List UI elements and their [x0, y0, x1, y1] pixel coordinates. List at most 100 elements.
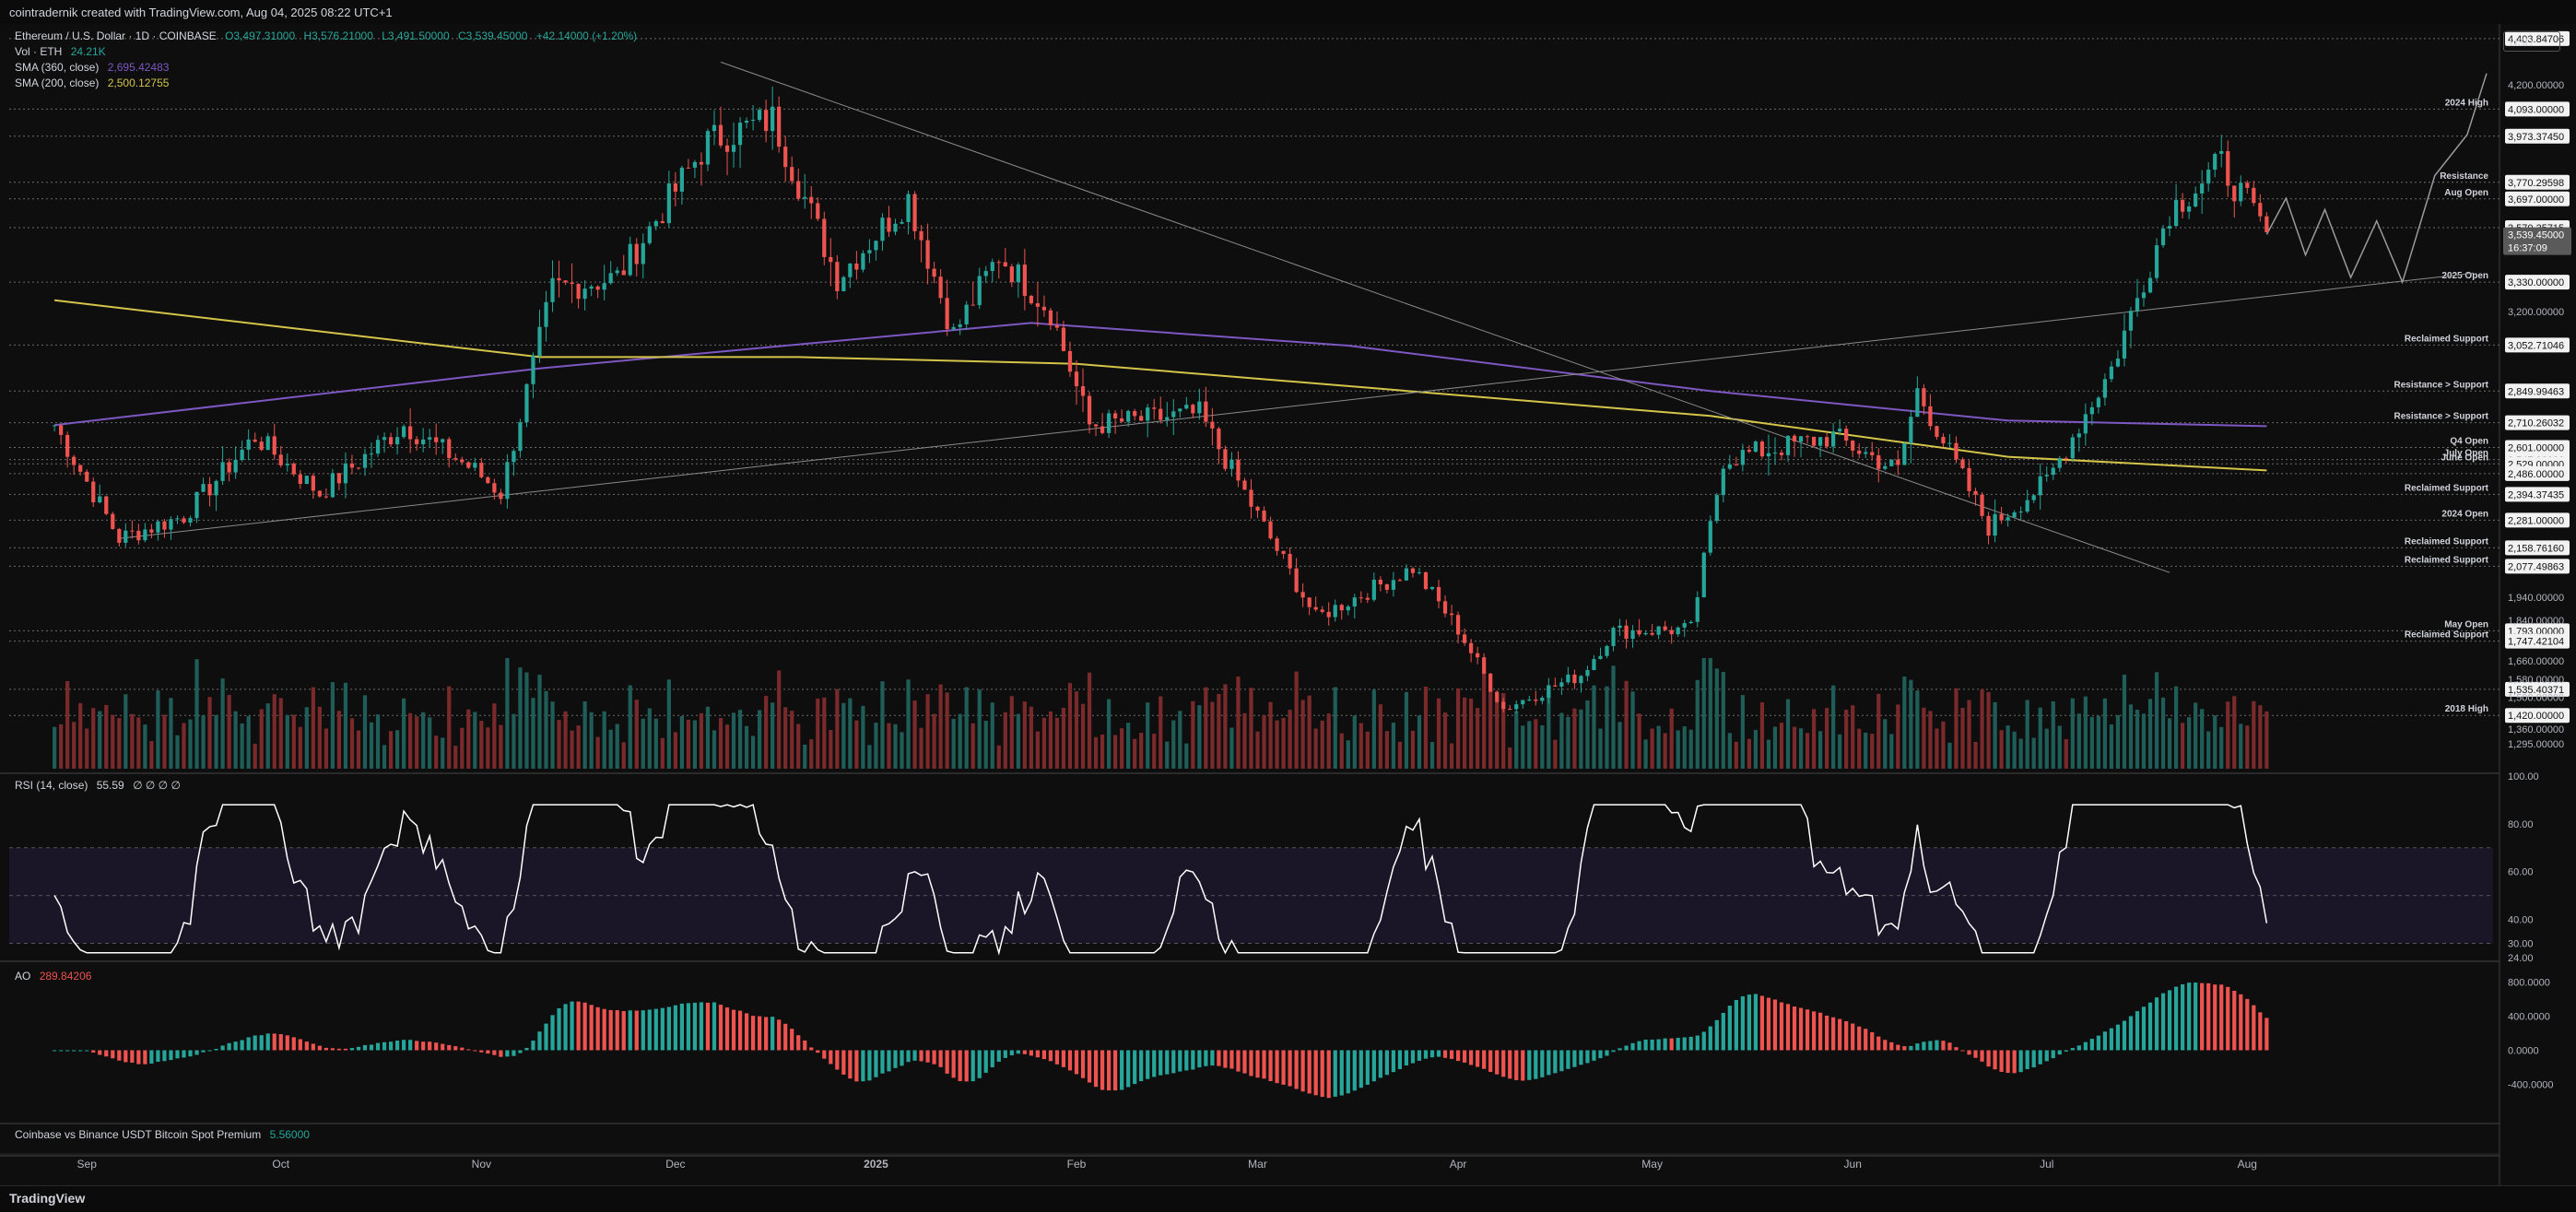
ao-bar — [1048, 1050, 1053, 1062]
ao-bar — [1080, 1050, 1086, 1078]
volume-bar — [777, 670, 782, 769]
volume-bar — [1669, 708, 1674, 769]
volume-bar — [78, 702, 83, 769]
volume-bar — [835, 688, 840, 769]
volume-bar — [1883, 719, 1888, 769]
level-label: Q4 Open — [2450, 437, 2488, 447]
ao-bar — [854, 1050, 859, 1082]
volume-bar — [1126, 723, 1131, 769]
candle-body — [207, 484, 212, 496]
candle-body — [460, 459, 465, 463]
candle-body — [1553, 685, 1558, 687]
volume-bar — [447, 686, 452, 769]
candle-body — [362, 453, 368, 468]
ao-bar — [304, 1041, 309, 1051]
last-price-value: 3,539.45000 — [2508, 230, 2564, 241]
volume-bar — [712, 730, 717, 769]
candle-body — [758, 110, 762, 120]
ao-bar — [1346, 1050, 1350, 1094]
candle-body — [1611, 628, 1616, 646]
ao-bar — [1817, 1012, 1823, 1051]
ao-scale-label: 0.0000 — [2508, 1046, 2539, 1057]
volume-bar — [1016, 713, 1020, 769]
ao-bar — [666, 1006, 671, 1051]
ao-bar — [1313, 1050, 1318, 1096]
legend-premium-row[interactable]: Coinbase vs Binance USDT Bitcoin Spot Pr… — [15, 1128, 310, 1141]
price-tag-value: 2,710.26032 — [2508, 418, 2564, 429]
ao-bar — [499, 1050, 503, 1057]
candle-body — [214, 480, 218, 496]
price-tag-value: 3,770.29598 — [2508, 178, 2564, 189]
currency-selector[interactable]: USD — [2503, 31, 2560, 52]
candle-body — [104, 496, 109, 514]
volume-bar — [2109, 724, 2114, 769]
legend-sma200-row[interactable]: SMA (200, close) 2,500.12755 — [15, 76, 169, 89]
ao-bar — [136, 1050, 141, 1065]
ao-bar — [1876, 1036, 1881, 1051]
legend-sma360-row[interactable]: SMA (360, close) 2,695.42483 — [15, 61, 169, 74]
volume-bar — [415, 716, 419, 769]
volume-bar — [2006, 725, 2010, 769]
ao-bar — [1805, 1009, 1810, 1051]
ao-bar — [1436, 1050, 1441, 1057]
ao-bar — [1262, 1050, 1266, 1079]
candle-body — [1714, 495, 1719, 522]
volume-bar — [919, 727, 923, 769]
candle-body — [582, 288, 587, 300]
volume-bar — [1844, 710, 1849, 769]
ao-bar — [1779, 1002, 1784, 1051]
ao-bar — [686, 1003, 691, 1051]
volume-bar — [2031, 737, 2036, 769]
candle-body — [1883, 465, 1888, 469]
volume-bar — [1320, 720, 1324, 769]
price-tag-value: 2,281.00000 — [2508, 515, 2564, 526]
time-axis-label: Sep — [77, 1158, 98, 1171]
volume-bar — [1889, 734, 1894, 769]
volume-bar — [1857, 728, 1862, 769]
candle-body — [531, 356, 535, 384]
ao-bar — [1980, 1050, 1984, 1062]
ao-bar — [783, 1023, 788, 1051]
volume-bar — [900, 732, 904, 769]
legend-volume-row[interactable]: Vol · ETH 24.21K — [15, 45, 106, 58]
candle-body — [1016, 265, 1020, 283]
candle-body — [2264, 216, 2269, 233]
candle-body — [421, 439, 426, 445]
candle-body — [434, 437, 439, 442]
volume-bar — [1579, 709, 1583, 769]
ao-bar — [1772, 999, 1778, 1051]
legend-ao-row[interactable]: AO 289.84206 — [15, 970, 91, 983]
volume-bar — [1766, 739, 1771, 769]
candle-body — [1630, 630, 1635, 640]
candle-body — [323, 496, 328, 498]
volume-bar — [98, 711, 102, 769]
volume-bar — [298, 726, 302, 769]
candle-body — [1288, 553, 1292, 569]
volume-bar — [1339, 733, 1344, 769]
volume-bar — [143, 724, 147, 769]
candle-body — [1624, 625, 1629, 640]
candle-body — [803, 196, 807, 199]
candle-body — [1048, 310, 1053, 325]
candle-body — [1740, 450, 1745, 465]
ao-bar — [1973, 1050, 1978, 1058]
legend-ao-value: 289.84206 — [39, 970, 92, 983]
ao-bar — [1928, 1041, 1933, 1051]
volume-bar — [874, 723, 878, 769]
candle-body — [1217, 428, 1221, 450]
time-axis-label: Jun — [1844, 1158, 1862, 1171]
ao-bar — [809, 1047, 814, 1051]
candle-body — [777, 106, 782, 147]
ao-bar — [1476, 1050, 1480, 1067]
volume-bar — [1817, 731, 1823, 769]
volume-bar — [1960, 707, 1965, 769]
chart-canvas[interactable]: 4,403.84706 2024 High 4,093.00000 3,973.374… — [0, 24, 2576, 1185]
volume-bar — [1171, 720, 1176, 769]
candle-body — [1346, 606, 1350, 611]
volume-bar — [1449, 743, 1454, 769]
volume-bar — [1521, 725, 1525, 769]
legend-rsi-row[interactable]: RSI (14, close) 55.59 ∅ ∅ ∅ ∅ — [15, 779, 181, 792]
ao-bar — [958, 1050, 962, 1082]
volume-bar — [1223, 684, 1228, 769]
volume-bar — [1547, 685, 1551, 769]
